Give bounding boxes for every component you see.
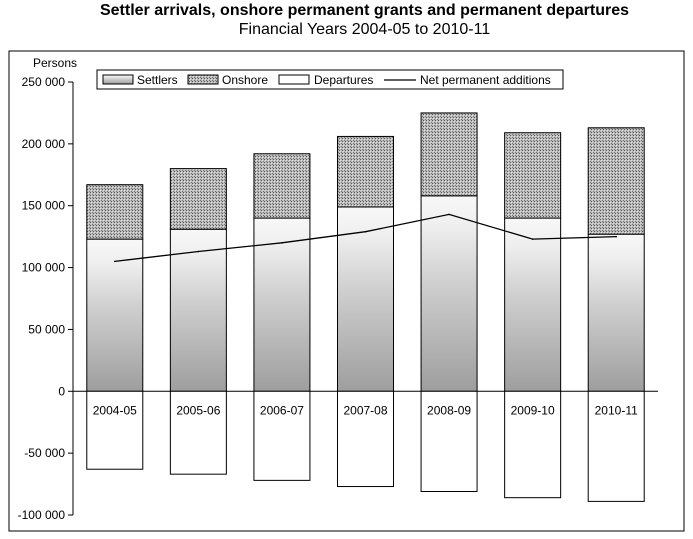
legend-label: Settlers (137, 73, 178, 87)
y-axis-label: Persons (33, 56, 77, 70)
bar-settlers (587, 233, 645, 392)
y-tick-label: 50 000 (28, 322, 65, 336)
bar-departures (86, 390, 144, 470)
net-additions-point (113, 260, 116, 263)
net-additions-point (615, 235, 618, 238)
category-label: 2004-05 (93, 403, 137, 417)
y-tick-label: 150 000 (22, 199, 66, 213)
bar-onshore (337, 135, 394, 208)
y-tick-label: 0 (58, 384, 65, 398)
bar-settlers (337, 206, 394, 392)
bar-onshore (420, 112, 478, 197)
bar-departures (169, 390, 227, 475)
bar-onshore (86, 184, 144, 240)
chart-subtitle: Financial Years 2004-05 to 2010-11 (238, 21, 491, 38)
legend-label: Onshore (222, 73, 268, 87)
bar-settlers (420, 195, 478, 392)
bar-departures (420, 390, 478, 492)
y-tick-label: 250 000 (22, 75, 66, 89)
y-tick-label: 100 000 (22, 261, 66, 275)
net-additions-point (197, 250, 200, 253)
y-tick-label: -50 000 (24, 446, 65, 460)
category-label: 2007-08 (343, 403, 387, 417)
bar-onshore (253, 153, 311, 219)
legend-label: Departures (314, 73, 373, 87)
plot-frame (8, 50, 685, 532)
chart-title: Settler arrivals, onshore permanent gran… (99, 2, 630, 19)
bar-settlers (169, 228, 227, 392)
legend-swatch (187, 74, 219, 85)
bar-onshore (504, 132, 562, 219)
category-label: 2010-11 (595, 403, 638, 417)
y-tick-label: -100 000 (18, 508, 66, 522)
bar-onshore (587, 127, 645, 235)
category-label: 2009-10 (511, 403, 555, 417)
bar-departures (587, 390, 645, 502)
bar-departures (253, 390, 311, 481)
y-tick-label: 200 000 (22, 137, 66, 151)
net-additions-point (281, 242, 283, 244)
category-label: 2008-09 (427, 403, 471, 417)
bar-onshore (169, 168, 227, 230)
legend-swatch (278, 74, 310, 85)
category-label: 2005-06 (176, 403, 220, 417)
bar-settlers (86, 238, 144, 392)
category-label: 2006-07 (260, 403, 304, 417)
legend-swatch (102, 74, 134, 85)
net-additions-point (364, 230, 367, 233)
bar-departures (504, 390, 562, 499)
bar-departures (337, 390, 394, 488)
net-additions-point (448, 213, 450, 216)
bar-settlers (253, 217, 311, 392)
legend-label: Net permanent additions (420, 73, 551, 87)
legend: Settlers Onshore Departures Net permanent a… (96, 69, 564, 90)
bar-settlers (504, 217, 562, 392)
net-additions-point (531, 238, 534, 240)
